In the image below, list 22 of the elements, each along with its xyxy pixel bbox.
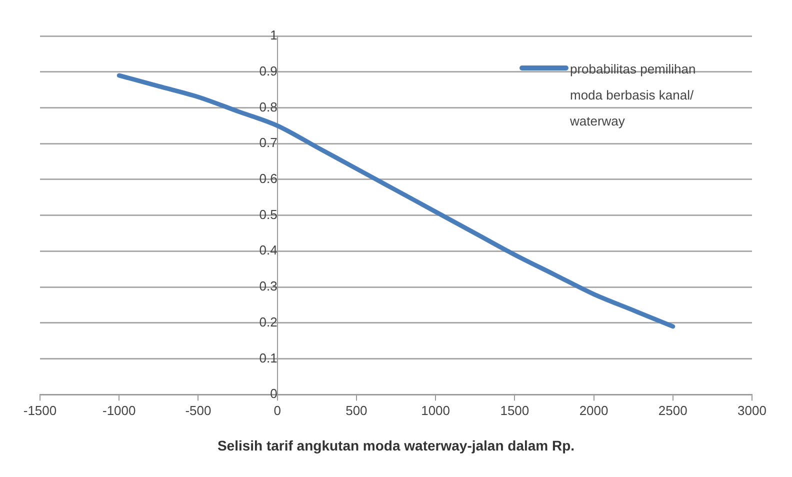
x-tick-label: 3000 [738, 402, 766, 418]
legend-label: probabilitas pemilihan moda berbasis kanal/ waterway [569, 62, 696, 129]
x-tick-label: -1500 [23, 402, 57, 418]
y-tick-label: 0.3 [259, 278, 278, 294]
x-tick-label: 500 [346, 402, 368, 418]
y-tick-label: 0.5 [259, 206, 278, 222]
y-tick-label: 0.4 [259, 242, 278, 258]
y-tick-label: 0.9 [259, 63, 278, 78]
y-tick-label: 0.6 [259, 171, 278, 186]
y-tick-label: 0 [270, 386, 278, 402]
y-tick-label: 0.7 [259, 135, 278, 150]
y-tick-label: 0.2 [259, 314, 278, 330]
x-tick-label: 1000 [421, 402, 450, 418]
y-tick-label: 0.8 [259, 99, 278, 114]
x-tick-label: 1500 [500, 402, 530, 418]
y-tick-label: 1 [270, 28, 278, 43]
x-tick-label: -1000 [102, 402, 136, 418]
x-axis-title: Selisih tarif angkutan moda waterway-jalan dalam Rp. [217, 437, 575, 454]
x-tick-label: -500 [185, 402, 212, 418]
y-tick-label: 0.1 [259, 350, 278, 366]
x-tick-label: 2000 [579, 402, 608, 418]
x-tick-label: 2500 [658, 402, 688, 418]
